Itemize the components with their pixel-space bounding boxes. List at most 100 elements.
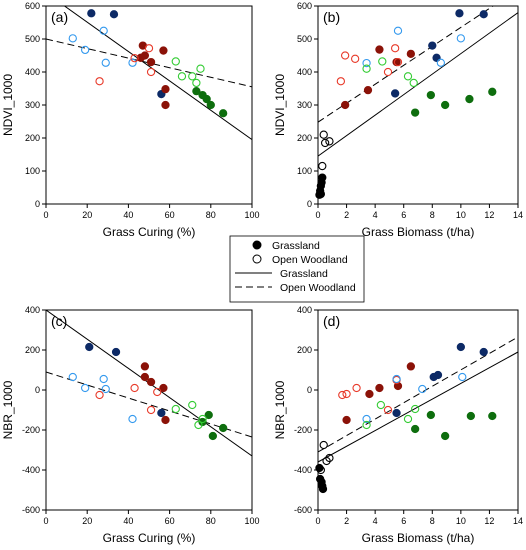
point-woodland — [194, 420, 203, 430]
x-tick-label: 14 — [513, 516, 523, 526]
point-grassland — [161, 415, 170, 425]
point-grassland — [140, 51, 150, 60]
point-grassland — [140, 372, 150, 382]
point-woodland — [95, 390, 104, 400]
point-woodland — [393, 57, 403, 67]
point-woodland — [403, 72, 413, 81]
y-axis-label: NDVI_1000 — [273, 74, 287, 136]
point-grassland — [466, 411, 476, 421]
x-tick-label: 4 — [373, 516, 378, 526]
y-tick-label: 600 — [297, 1, 312, 11]
point-woodland — [188, 400, 197, 410]
point-grassland — [410, 424, 420, 434]
point-grassland — [161, 100, 170, 110]
chart-panel: 0 2 4 6 8 10 12 14 -600 -400 -200 0 200 400 Grass Biom… — [273, 305, 523, 545]
point-woodland — [362, 420, 371, 430]
x-axis-label: Grass Curing (%) — [103, 225, 196, 239]
y-tick-label: -200 — [22, 425, 40, 435]
y-tick-label: 500 — [25, 34, 40, 44]
point-grassland — [140, 362, 150, 371]
legend-label: Grassland — [280, 268, 328, 280]
x-tick-label: 2 — [344, 516, 349, 526]
y-tick-label: 400 — [297, 305, 312, 315]
point-woodland — [393, 26, 403, 35]
y-tick-label: 200 — [297, 133, 312, 143]
point-grassland — [219, 109, 228, 118]
y-tick-label: 200 — [25, 345, 40, 355]
x-tick-label: 60 — [165, 516, 175, 526]
y-axis-label: NBR_1000 — [273, 380, 287, 439]
legend-marker-filled — [252, 240, 262, 250]
point-grassland — [219, 423, 228, 433]
point-woodland — [418, 384, 427, 394]
y-tick-label: -200 — [294, 425, 312, 435]
point-woodland — [99, 374, 108, 384]
x-tick-label: 20 — [82, 210, 92, 220]
point-woodland — [198, 414, 207, 424]
y-tick-label: -400 — [22, 465, 40, 475]
x-tick-label: 8 — [430, 210, 435, 220]
point-grassland — [465, 94, 474, 104]
x-tick-label: 40 — [123, 210, 133, 220]
point-woodland — [146, 67, 156, 77]
x-tick-label: 12 — [484, 210, 494, 220]
point-woodland — [336, 77, 346, 86]
point-grassland — [198, 417, 207, 427]
point-woodland — [338, 390, 347, 400]
regression-line-grassland — [318, 12, 518, 157]
point-woodland — [392, 374, 401, 384]
x-tick-label: 0 — [43, 516, 48, 526]
point-grassland — [488, 87, 497, 96]
point-grassland — [426, 90, 436, 100]
point-grassland — [157, 408, 166, 418]
point-grassland — [111, 347, 121, 357]
plot-frame — [45, 5, 253, 205]
x-tick-label: 100 — [244, 210, 259, 220]
y-tick-label: 200 — [25, 133, 40, 143]
point-grassland — [146, 377, 156, 387]
y-tick-label: 100 — [25, 166, 40, 176]
point-woodland — [101, 58, 110, 67]
point-woodland — [319, 130, 328, 139]
legend-label: Open Woodland — [280, 282, 356, 294]
point-woodland — [409, 78, 418, 88]
point-grassland — [208, 431, 218, 441]
x-tick-label: 0 — [43, 210, 48, 220]
point-grassland — [479, 10, 488, 19]
point-woodland — [188, 72, 197, 81]
point-grassland — [440, 431, 450, 441]
x-tick-label: 2 — [344, 210, 349, 220]
legend-box — [229, 235, 365, 303]
x-tick-label: 80 — [206, 210, 216, 220]
x-tick-label: 6 — [401, 516, 406, 526]
point-woodland — [325, 453, 334, 463]
point-grassland — [342, 415, 351, 425]
plot-frame — [45, 309, 253, 511]
point-woodland — [177, 72, 187, 81]
x-tick-label: 0 — [315, 210, 320, 220]
plot-frame — [317, 309, 519, 511]
point-grassland — [363, 86, 373, 95]
y-tick-label: 400 — [297, 67, 312, 77]
x-tick-label: 6 — [401, 210, 406, 220]
point-woodland — [436, 58, 446, 67]
point-woodland — [362, 58, 371, 68]
x-axis-label: Grass Biomass (t/ha) — [362, 225, 475, 239]
point-grassland — [146, 57, 156, 67]
point-woodland — [153, 387, 162, 397]
point-grassland — [426, 410, 436, 420]
y-tick-label: 300 — [297, 100, 312, 110]
point-grassland — [428, 41, 437, 50]
legend-label: Open Woodland — [272, 254, 348, 266]
point-grassland — [440, 100, 450, 110]
y-tick-label: -600 — [22, 505, 40, 515]
chart-panel: 0 20 40 60 80 100 -600 -400 -200 0 200 400 Grass Cur… — [1, 305, 260, 545]
point-grassland — [340, 100, 350, 110]
point-woodland — [362, 64, 371, 73]
panel-label: (b) — [323, 9, 340, 25]
point-woodland — [383, 67, 393, 77]
point-woodland — [146, 405, 156, 415]
point-woodland — [342, 389, 351, 399]
x-tick-label: 60 — [165, 210, 175, 220]
